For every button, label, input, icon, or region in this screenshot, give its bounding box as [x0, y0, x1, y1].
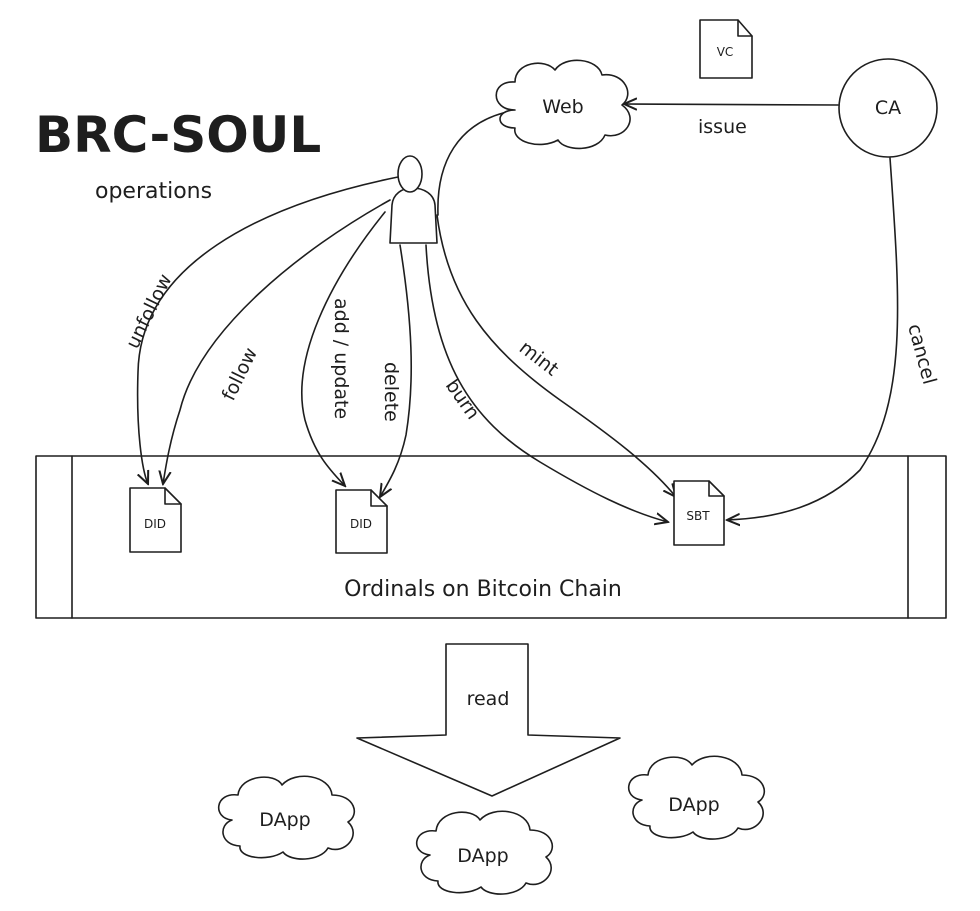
follow-label: follow [218, 344, 262, 404]
ca-node: CA [838, 58, 938, 158]
chain-label: Ordinals on Bitcoin Chain [344, 577, 622, 602]
cancel-arrow [727, 157, 899, 520]
did-mid-label: DID [350, 517, 372, 531]
burn-label: burn [441, 375, 484, 423]
dapp-right-label: DApp [668, 794, 719, 816]
cancel-label: cancel [903, 322, 940, 387]
bitcoin-chain-band: Ordinals on Bitcoin Chain [35, 455, 947, 619]
sbt-label: SBT [686, 509, 710, 523]
unfollow-arrow [136, 176, 399, 484]
follow-arrow [163, 199, 391, 484]
delete-arrow [380, 244, 412, 497]
delete-label: delete [380, 362, 402, 422]
read-arrow: read [356, 643, 621, 797]
sbt-document: SBT [673, 480, 725, 546]
user-icon [389, 155, 438, 244]
dapp-left-label: DApp [259, 809, 310, 831]
did-document-middle: DID [335, 489, 388, 554]
ca-label: CA [875, 97, 901, 119]
mint-label: mint [515, 337, 563, 381]
web-label: Web [542, 96, 583, 118]
dapp-mid-label: DApp [457, 845, 508, 867]
diagram-title: BRC-SOUL [35, 106, 321, 164]
issue-label: issue [698, 116, 747, 138]
dapp-cloud-middle: DApp [415, 810, 554, 895]
dapp-cloud-left: DApp [217, 775, 356, 860]
diagram-subtitle: operations [95, 179, 212, 204]
web-to-user-line [437, 112, 504, 216]
web-cloud: Web [495, 59, 631, 150]
burn-arrow [425, 244, 668, 522]
unfollow-label: unfollow [122, 271, 177, 353]
add-update-arrow [301, 211, 386, 486]
add-update-label: add / update [330, 298, 352, 419]
issue-arrow [624, 104, 839, 105]
vc-document: VC [699, 19, 753, 79]
read-label: read [467, 688, 510, 710]
did-left-label: DID [144, 517, 166, 531]
did-document-left: DID [129, 487, 182, 553]
mint-arrow [436, 214, 676, 497]
dapp-cloud-right: DApp [627, 755, 766, 840]
vc-label: VC [717, 45, 734, 59]
edges [136, 104, 899, 522]
